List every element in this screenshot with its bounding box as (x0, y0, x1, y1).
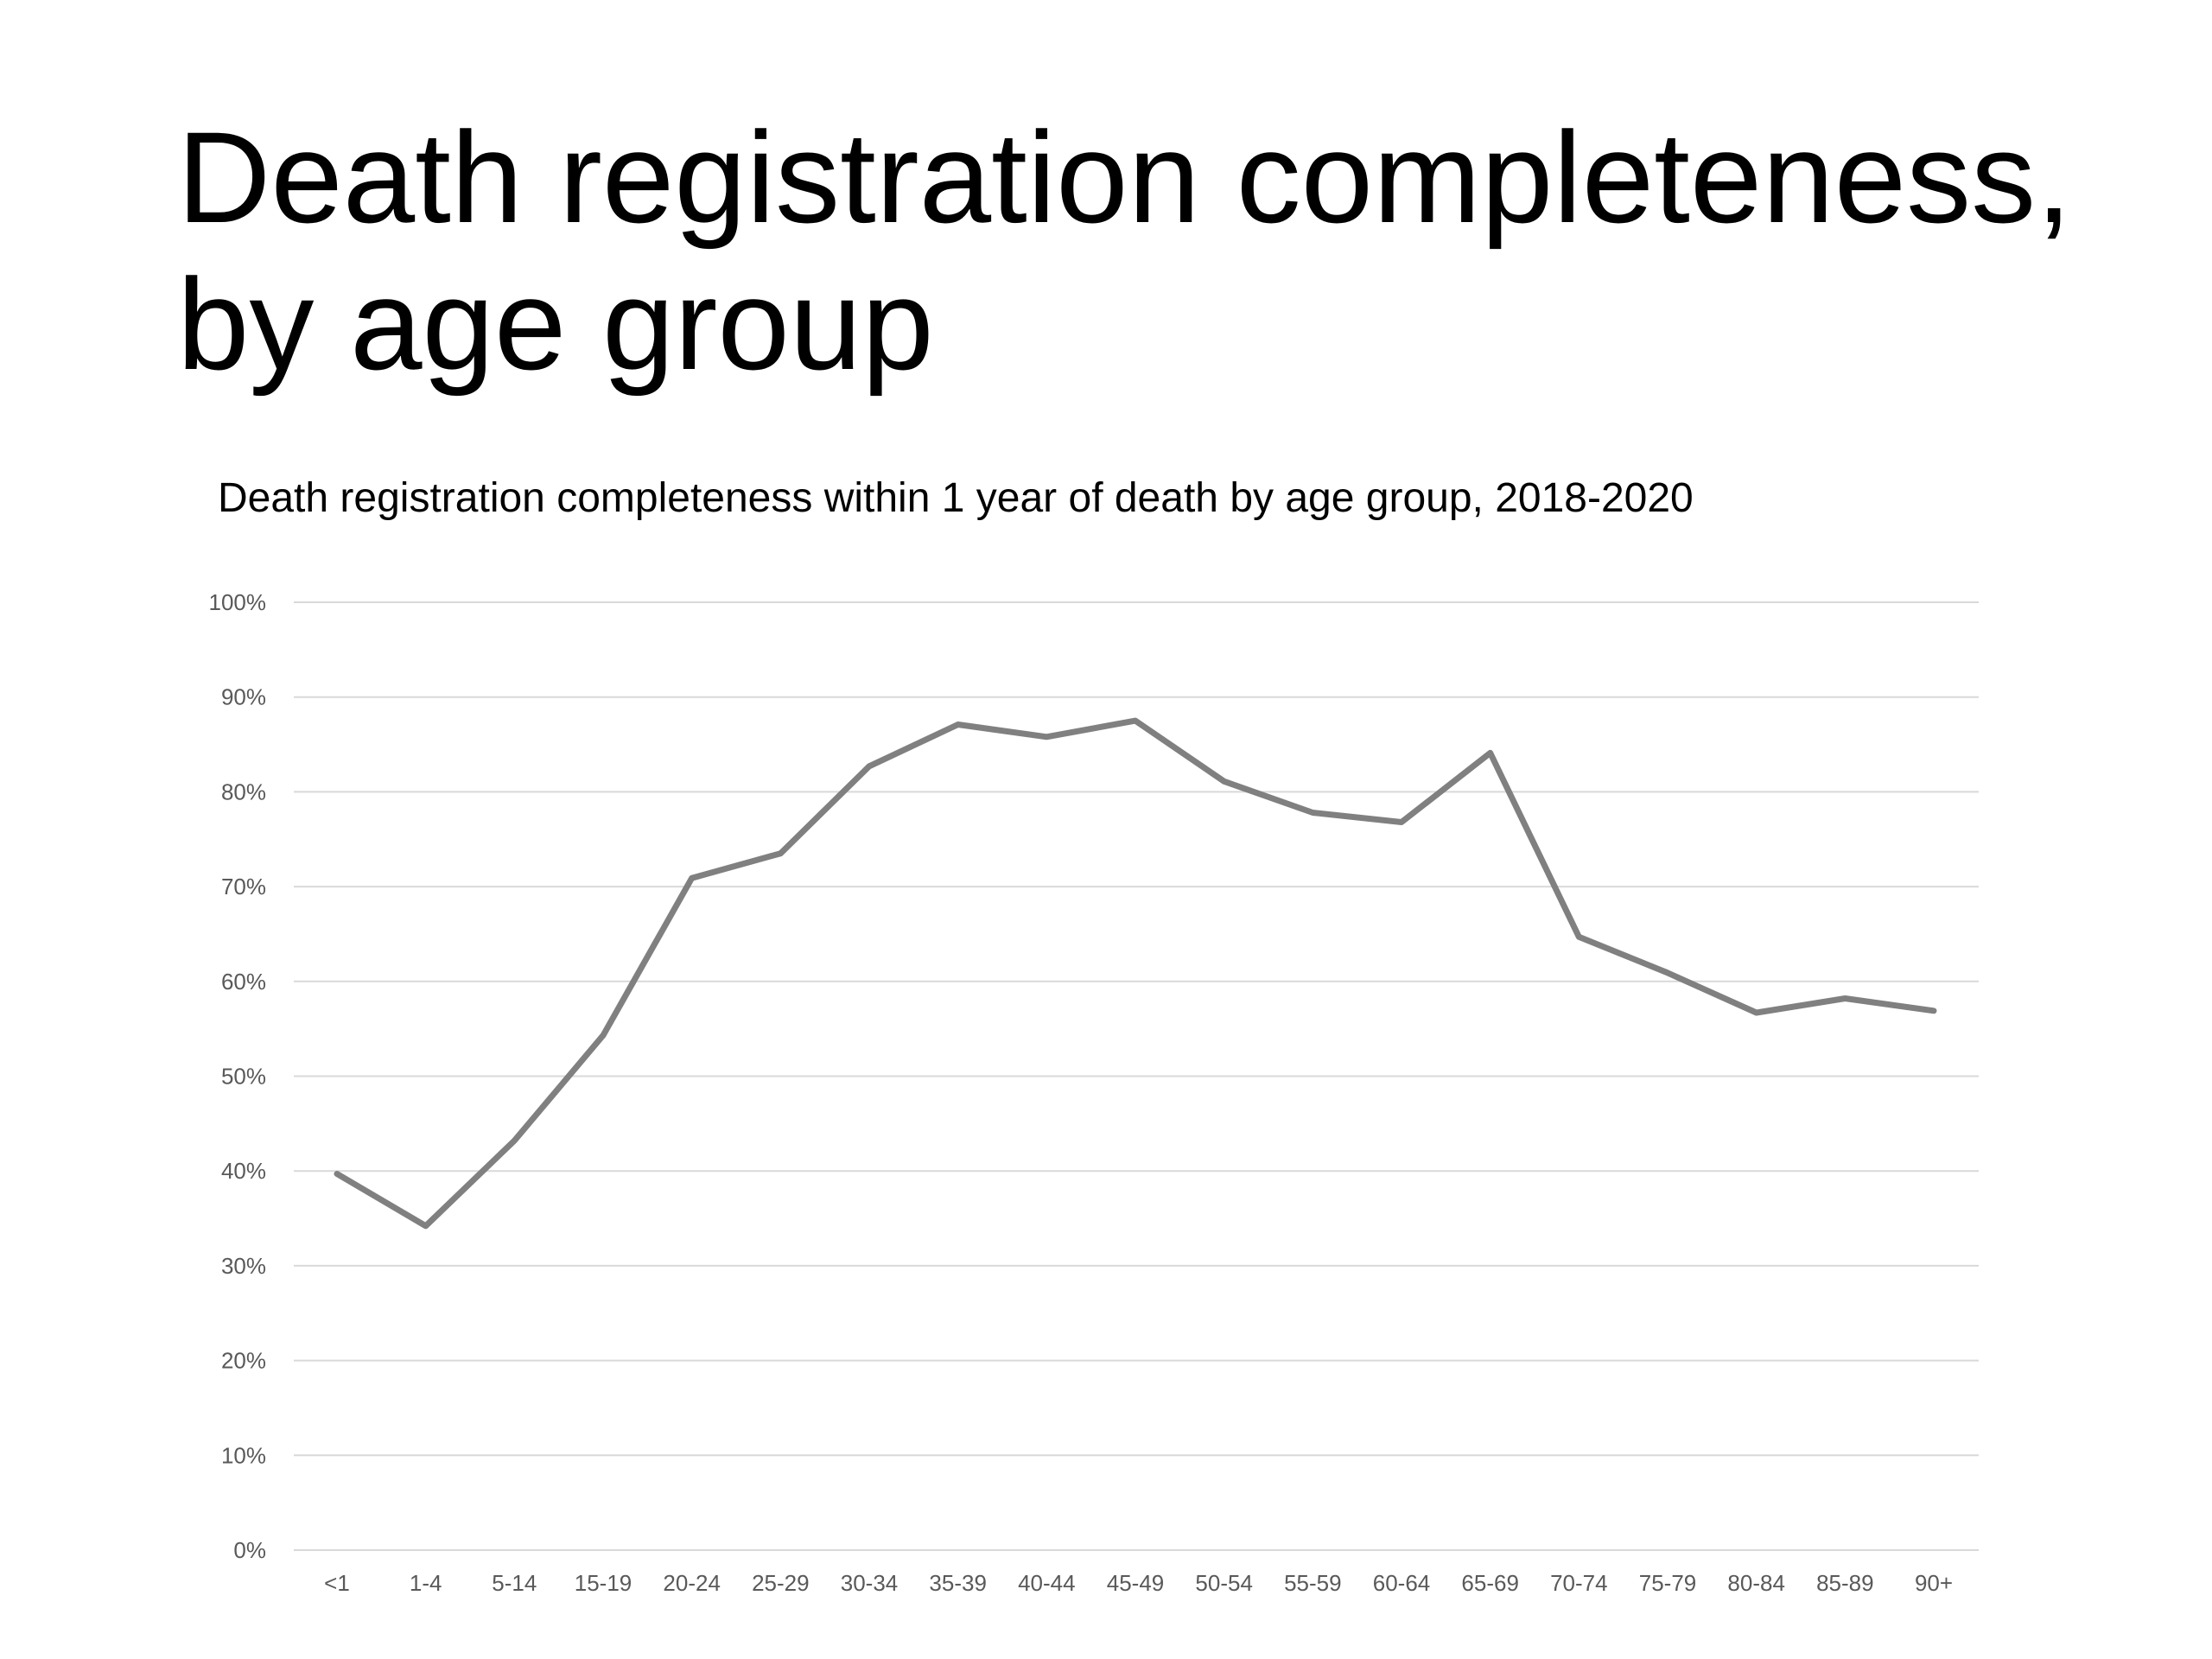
x-tick-label: 90+ (1915, 1570, 1953, 1596)
slide-title: Death registration completeness, by age … (177, 105, 2072, 397)
y-axis-tick-labels: 0% 10% 20% 30% 40% 50% 60% 70% 80% 90% 100% (209, 589, 267, 1563)
x-tick-label: 55-59 (1284, 1570, 1342, 1596)
x-tick-label: 50-54 (1195, 1570, 1253, 1596)
y-tick-label: 90% (221, 684, 266, 710)
y-tick-label: 20% (221, 1348, 266, 1374)
x-tick-label: 20-24 (663, 1570, 721, 1596)
x-tick-label: 25-29 (752, 1570, 810, 1596)
x-tick-label: 70-74 (1550, 1570, 1608, 1596)
y-tick-label: 0% (233, 1537, 266, 1563)
x-tick-label: 40-44 (1018, 1570, 1076, 1596)
x-tick-label: 65-69 (1461, 1570, 1519, 1596)
chart-title: Death registration completeness within 1… (218, 475, 1694, 521)
x-tick-label: 15-19 (575, 1570, 632, 1596)
series-layer (334, 717, 1937, 1230)
y-tick-label: 40% (221, 1158, 266, 1184)
y-tick-label: 10% (221, 1442, 266, 1468)
y-tick-label: 50% (221, 1064, 266, 1090)
x-tick-label: 85-89 (1816, 1570, 1874, 1596)
y-tick-label: 70% (221, 874, 266, 899)
x-tick-label: 30-34 (841, 1570, 899, 1596)
y-tick-label: 100% (209, 589, 267, 615)
gridlines (294, 601, 1979, 1551)
x-tick-label: 45-49 (1107, 1570, 1165, 1596)
x-tick-label: 80-84 (1727, 1570, 1785, 1596)
y-tick-label: 30% (221, 1253, 266, 1279)
x-tick-label: 5-14 (492, 1570, 537, 1596)
x-tick-label: <1 (324, 1570, 350, 1596)
x-tick-label: 1-4 (410, 1570, 442, 1596)
x-tick-label: 60-64 (1373, 1570, 1431, 1596)
series-line (334, 717, 1937, 1230)
x-axis-tick-labels: <1 1-4 5-14 15-19 20-24 25-29 30-34 35-39 40-44 4… (324, 1570, 1953, 1596)
x-tick-label: 75-79 (1639, 1570, 1697, 1596)
y-tick-label: 60% (221, 969, 266, 995)
y-tick-label: 80% (221, 779, 266, 804)
x-tick-label: 35-39 (929, 1570, 987, 1596)
